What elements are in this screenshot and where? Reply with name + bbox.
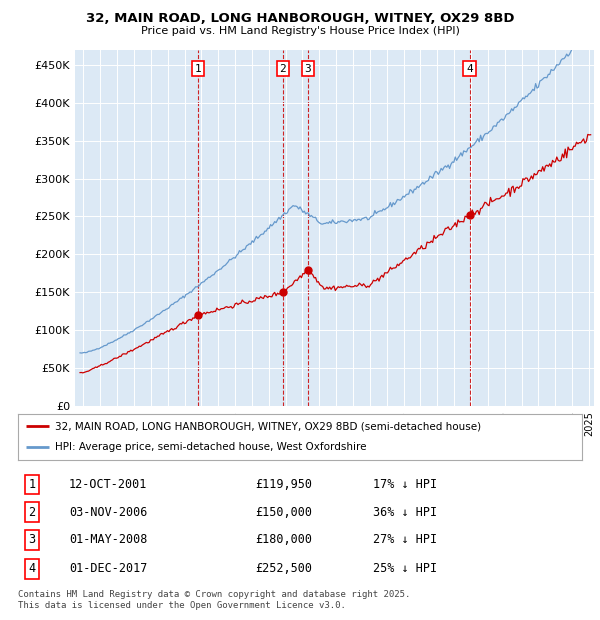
Text: 27% ↓ HPI: 27% ↓ HPI	[373, 533, 437, 546]
Text: 3: 3	[305, 64, 311, 74]
Text: £180,000: £180,000	[255, 533, 312, 546]
Text: 2: 2	[29, 506, 35, 519]
Text: 4: 4	[29, 562, 35, 575]
Text: 36% ↓ HPI: 36% ↓ HPI	[373, 506, 437, 519]
Text: 01-DEC-2017: 01-DEC-2017	[69, 562, 147, 575]
Text: 32, MAIN ROAD, LONG HANBOROUGH, WITNEY, OX29 8BD: 32, MAIN ROAD, LONG HANBOROUGH, WITNEY, …	[86, 12, 514, 25]
Text: 12-OCT-2001: 12-OCT-2001	[69, 478, 147, 491]
Text: HPI: Average price, semi-detached house, West Oxfordshire: HPI: Average price, semi-detached house,…	[55, 443, 366, 453]
Text: Price paid vs. HM Land Registry's House Price Index (HPI): Price paid vs. HM Land Registry's House …	[140, 26, 460, 36]
Text: 17% ↓ HPI: 17% ↓ HPI	[373, 478, 437, 491]
Text: 4: 4	[466, 64, 473, 74]
Text: £252,500: £252,500	[255, 562, 312, 575]
Text: 25% ↓ HPI: 25% ↓ HPI	[373, 562, 437, 575]
Text: £150,000: £150,000	[255, 506, 312, 519]
Text: 03-NOV-2006: 03-NOV-2006	[69, 506, 147, 519]
Text: 1: 1	[29, 478, 35, 491]
Text: 2: 2	[280, 64, 286, 74]
Text: 32, MAIN ROAD, LONG HANBOROUGH, WITNEY, OX29 8BD (semi-detached house): 32, MAIN ROAD, LONG HANBOROUGH, WITNEY, …	[55, 421, 481, 431]
Text: Contains HM Land Registry data © Crown copyright and database right 2025.
This d: Contains HM Land Registry data © Crown c…	[18, 590, 410, 609]
Text: 1: 1	[194, 64, 201, 74]
Text: 3: 3	[29, 533, 35, 546]
Text: 01-MAY-2008: 01-MAY-2008	[69, 533, 147, 546]
Text: £119,950: £119,950	[255, 478, 312, 491]
